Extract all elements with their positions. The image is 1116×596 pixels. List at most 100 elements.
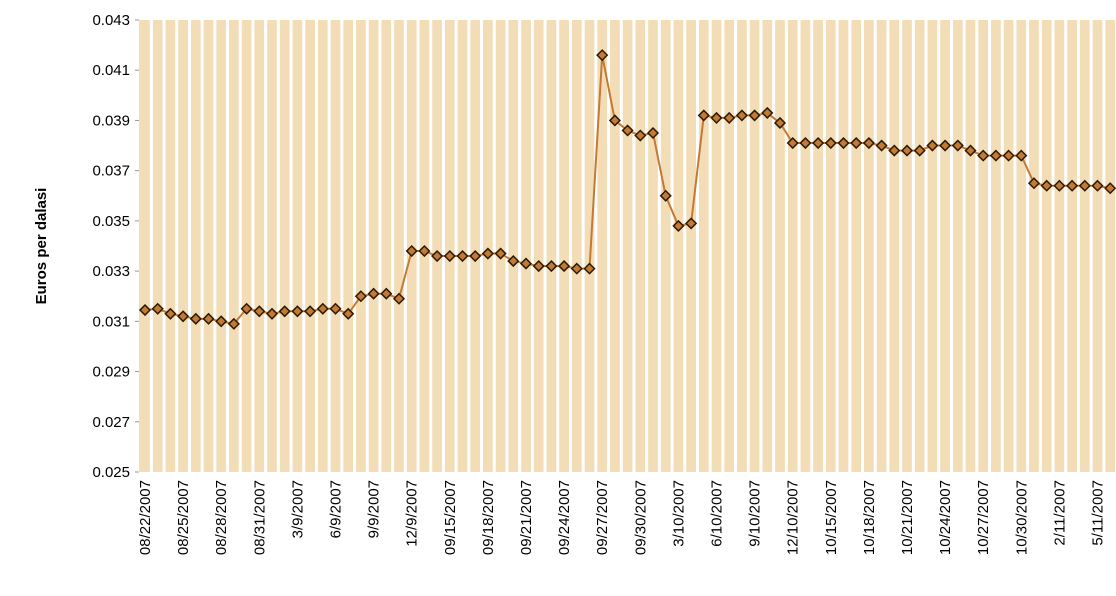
data-point [265,307,279,320]
data-point [316,302,329,315]
data-point [367,287,380,300]
data-point [291,305,304,318]
data-point [977,149,990,162]
data-point [710,111,723,124]
y-tick-label: 0.043 [92,12,130,29]
x-tick-label: 08/22/2007 [137,480,154,555]
data-point [558,260,571,273]
plot-background [139,20,1116,472]
x-tick-label: 2/11/2007 [1051,480,1068,546]
data-point [494,247,507,260]
x-tick-label: 10/24/2007 [937,480,954,555]
data-point [646,126,660,140]
data-point [659,189,672,202]
data-point [227,317,240,330]
data-point [151,302,164,315]
data-point [240,302,253,315]
data-point [405,244,418,258]
x-tick-label: 6/10/2007 [709,480,726,547]
data-point [685,217,698,230]
x-tick-label: 08/25/2007 [175,480,192,555]
data-point [1015,149,1028,162]
x-tick-label: 10/30/2007 [1013,480,1030,555]
data-point [431,249,444,263]
data-point [354,290,367,303]
data-point [481,247,494,260]
data-point [189,312,202,325]
data-point [570,262,583,275]
data-point [1104,182,1116,195]
y-tick-label: 0.035 [92,213,130,230]
data-point [799,136,812,150]
data-point [1002,149,1015,162]
data-point [786,136,799,150]
data-point [951,139,964,152]
data-point [469,249,482,263]
x-tick-label: 3/10/2007 [670,480,687,547]
data-point [329,302,342,315]
x-tick-label: 08/28/2007 [213,480,230,555]
x-tick-label: 6/9/2007 [328,480,345,538]
data-point [545,260,558,273]
y-tick-label: 0.025 [92,464,130,481]
x-tick-label: 12/9/2007 [404,480,421,547]
data-point [380,287,393,300]
data-point [672,219,685,232]
x-tick-label: 09/18/2007 [480,480,497,555]
data-point [723,111,736,124]
y-tick-label: 0.029 [92,364,130,381]
data-point [583,262,596,275]
data-point [177,310,190,323]
x-tick-label: 9/10/2007 [747,480,764,547]
x-tick-label: 10/18/2007 [861,480,878,555]
x-tick-label: 08/31/2007 [251,480,268,555]
y-tick-label: 0.033 [92,263,130,280]
x-tick-label: 3/9/2007 [289,480,306,538]
data-point [888,144,901,157]
data-point [773,116,787,130]
x-tick-label: 10/15/2007 [823,480,840,555]
data-point [697,109,710,122]
data-point [900,144,914,157]
data-point [862,136,875,150]
y-tick-label: 0.041 [92,62,130,79]
data-point [443,249,456,263]
y-tick-label: 0.027 [92,414,130,431]
data-point [939,139,952,152]
data-point [634,129,647,142]
x-tick-label: 12/10/2007 [785,480,802,555]
data-point [304,305,317,318]
data-point [875,139,888,152]
data-point [532,260,545,273]
data-point [1078,179,1091,192]
data-point [596,49,609,62]
data-point [507,255,520,268]
x-tick-label: 10/21/2007 [899,480,916,555]
data-point [964,144,977,157]
data-point [278,305,291,318]
data-point [621,124,634,137]
y-tick-label: 0.031 [92,313,130,330]
data-point [608,114,621,127]
data-point [1027,177,1041,190]
x-tick-label: 09/30/2007 [632,480,649,555]
data-point [164,307,177,320]
data-point [850,136,863,150]
data-point [761,106,774,119]
data-point [392,292,406,305]
data-point [1040,179,1053,192]
data-point [1066,179,1079,192]
x-tick-label: 9/9/2007 [366,480,383,538]
x-tick-label: 5/11/2007 [1090,480,1107,546]
data-point [1091,179,1104,192]
x-tick-label: 09/27/2007 [594,480,611,555]
data-point [989,149,1002,162]
y-tick-label: 0.037 [92,163,130,180]
data-point [456,249,469,263]
data-point [519,257,533,270]
x-tick-label: 09/24/2007 [556,480,573,555]
data-point [138,303,152,317]
x-tick-label: 09/15/2007 [442,480,459,555]
data-point [342,307,355,320]
